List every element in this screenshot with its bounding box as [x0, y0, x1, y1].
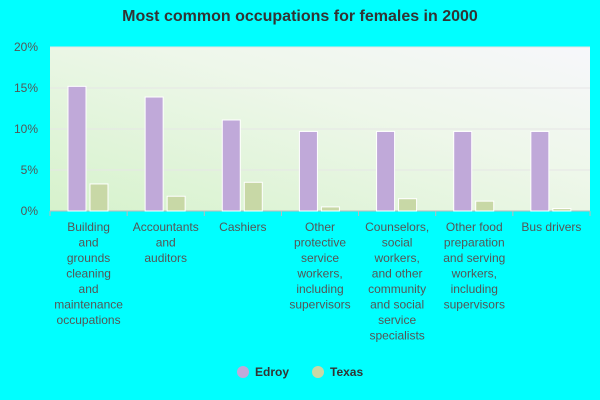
- chart-title: Most common occupations for females in 2…: [122, 8, 478, 25]
- bar-edroy-2[interactable]: [221, 119, 241, 212]
- bar-texas-6[interactable]: [552, 208, 572, 212]
- legend-label-texas: Texas: [330, 365, 363, 379]
- legend-label-edroy: Edroy: [255, 365, 289, 379]
- x-category-label: Cashiers: [219, 220, 266, 234]
- bar-edroy-0[interactable]: [67, 85, 87, 212]
- legend-marker-edroy: [237, 366, 249, 378]
- legend-marker-texas: [312, 366, 324, 378]
- bar-texas-5[interactable]: [475, 200, 495, 212]
- y-tick-label: 0%: [21, 204, 39, 218]
- bar-texas-3[interactable]: [320, 206, 340, 212]
- x-category-label: Other protective service workers, including s…: [289, 220, 350, 312]
- x-category-label: Bus drivers: [521, 220, 581, 234]
- y-tick-label: 15%: [14, 81, 38, 95]
- x-category-label: Counselors, social workers, and other commun…: [365, 220, 429, 343]
- bar-edroy-5[interactable]: [453, 130, 473, 212]
- x-category-label: Accountants and auditors: [133, 220, 199, 265]
- y-tick-label: 5%: [21, 163, 39, 177]
- y-tick-label: 20%: [14, 40, 38, 54]
- bar-texas-0[interactable]: [89, 183, 109, 212]
- bar-texas-2[interactable]: [243, 181, 263, 212]
- x-category-label: Building and grounds cleaning and maintenance…: [54, 220, 123, 327]
- y-tick-label: 10%: [14, 122, 38, 136]
- bar-edroy-4[interactable]: [376, 130, 396, 212]
- x-category-label: Other food preparation and serving workers,…: [443, 220, 505, 312]
- bar-texas-1[interactable]: [166, 195, 186, 212]
- bar-edroy-3[interactable]: [298, 130, 318, 212]
- bar-edroy-6[interactable]: [530, 130, 550, 212]
- bar-edroy-1[interactable]: [144, 96, 164, 212]
- bar-texas-4[interactable]: [398, 198, 418, 212]
